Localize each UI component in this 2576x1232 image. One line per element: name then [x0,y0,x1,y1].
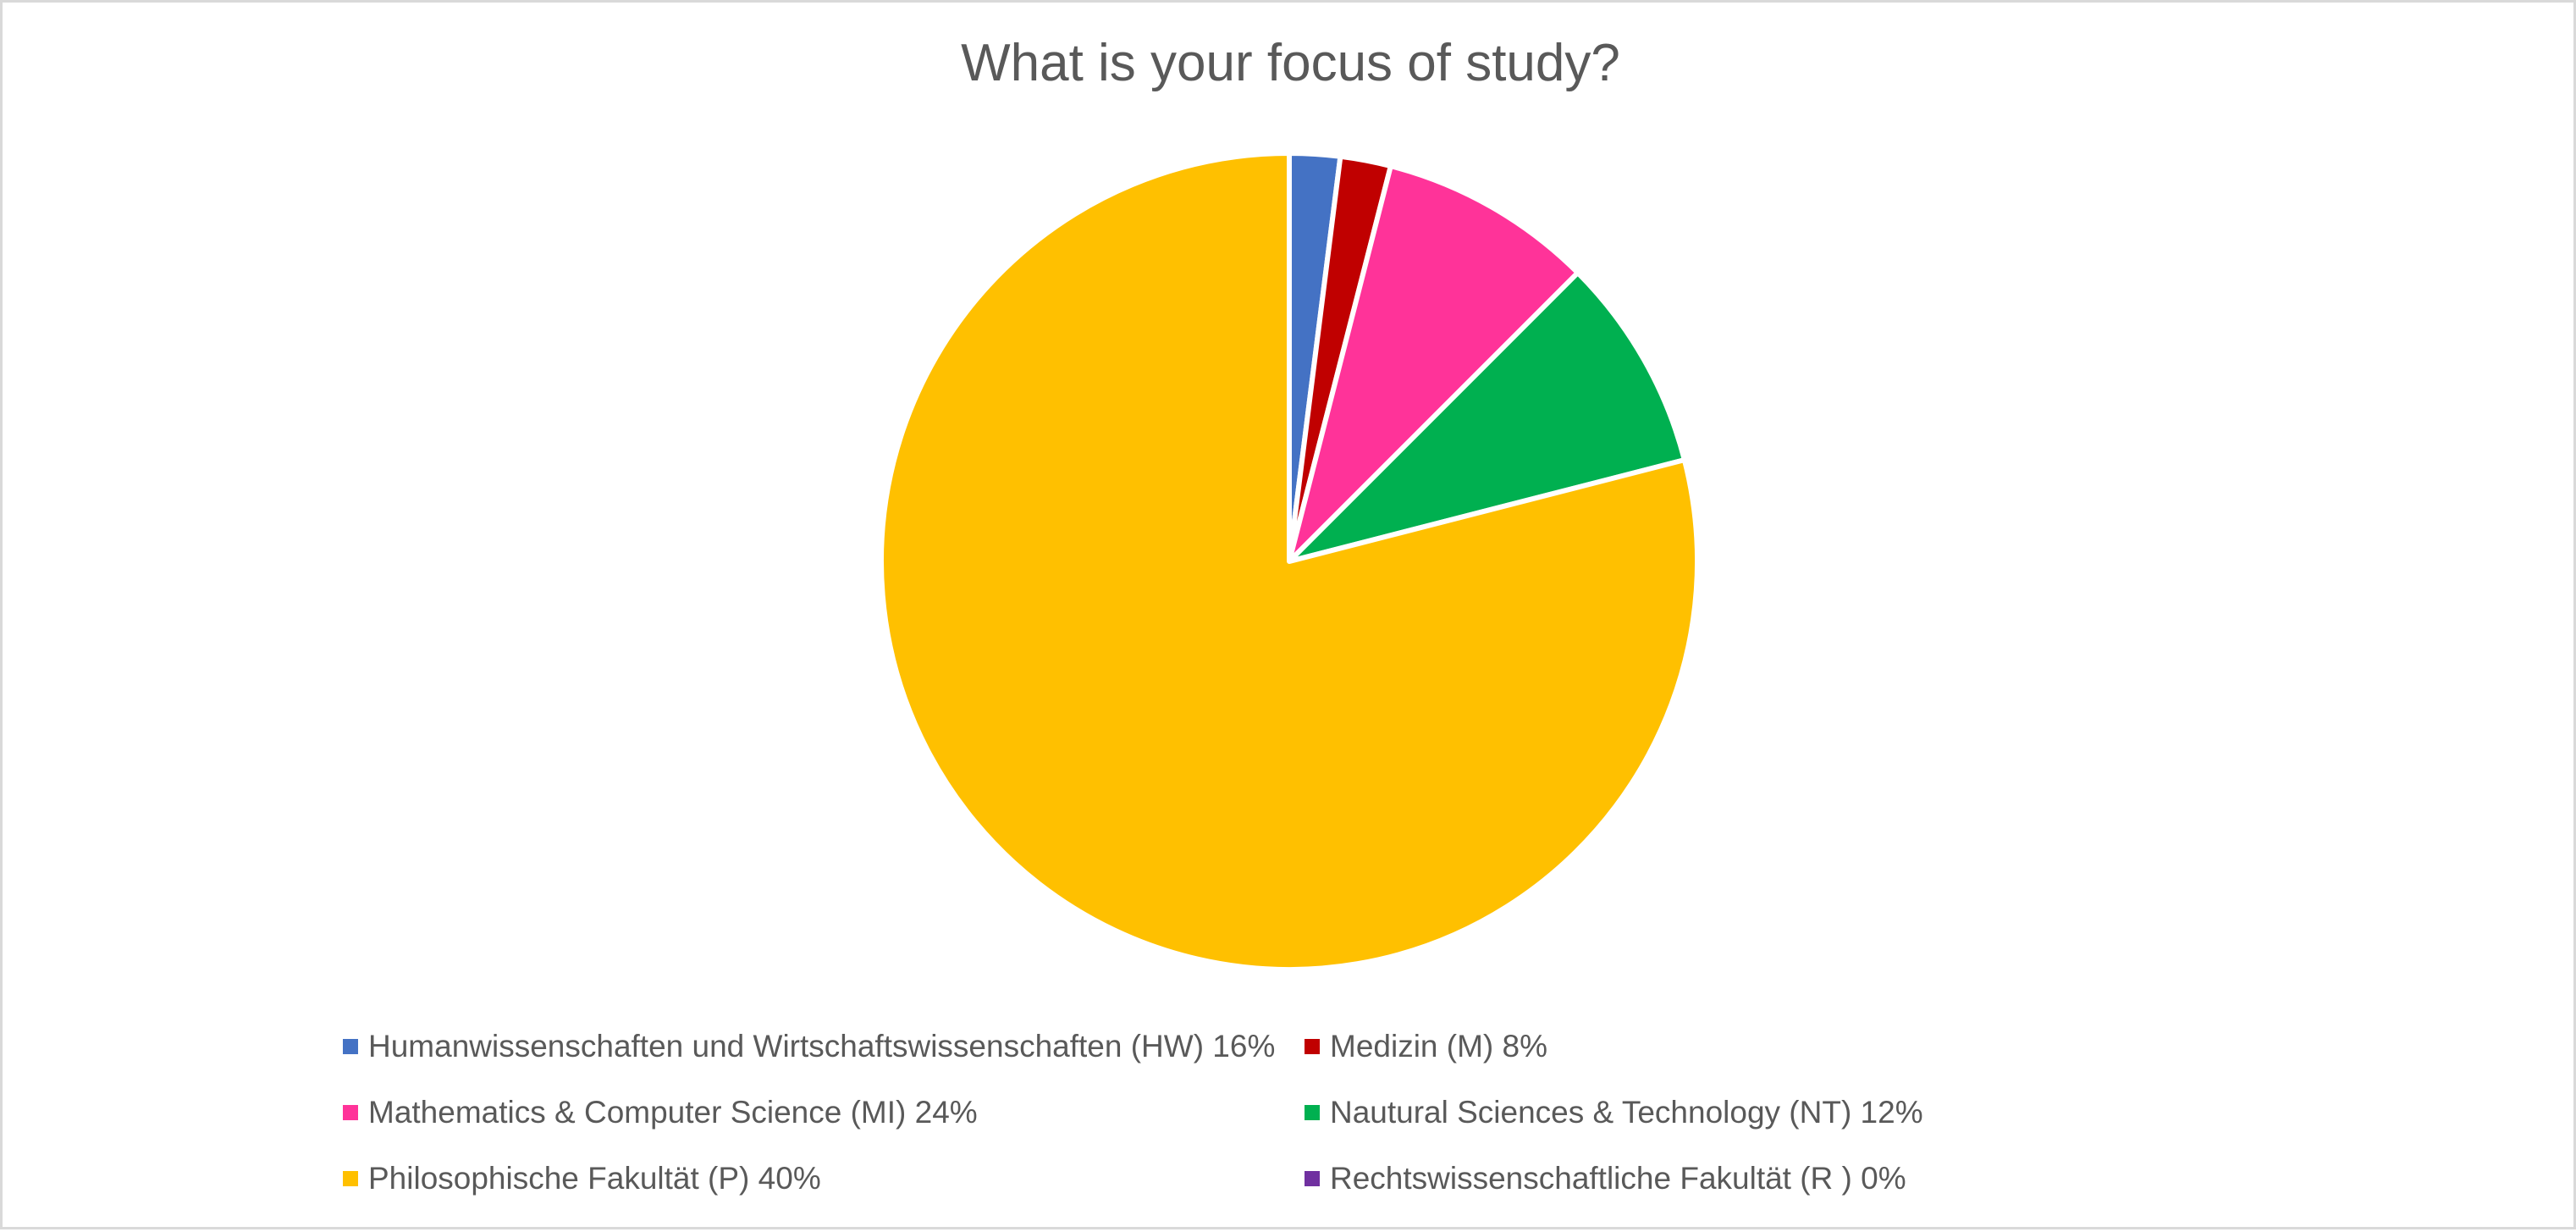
legend-item-5: Rechtswissenschaftliche Fakultät (R ) 0% [1305,1161,1906,1196]
legend-swatch-5 [1305,1171,1320,1186]
legend-swatch-3 [1305,1105,1320,1120]
legend-swatch-1 [1305,1039,1320,1054]
legend-item-4: Philosophische Fakultät (P) 40% [343,1161,821,1196]
pie-slice-2 [1287,163,1580,564]
legend-item-2: Mathematics & Computer Science (MI) 24% [343,1095,978,1130]
legend-swatch-2 [343,1105,358,1120]
legend-label-0: Humanwissenschaften und Wirtschaftswisse… [368,1029,1276,1063]
legend-label-2: Mathematics & Computer Science (MI) 24% [368,1095,978,1130]
legend-label-1: Medizin (M) 8% [1330,1029,1547,1063]
legend-item-1: Medizin (M) 8% [1305,1029,1547,1064]
pie-slice-3 [1287,270,1687,564]
legend-swatch-4 [343,1171,358,1186]
legend-swatch-0 [343,1039,358,1054]
legend-label-4: Philosophische Fakultät (P) 40% [368,1161,821,1196]
legend-item-3: Nautural Sciences & Technology (NT) 12% [1305,1095,1923,1130]
legend-label-3: Nautural Sciences & Technology (NT) 12% [1330,1095,1923,1130]
legend-item-0: Humanwissenschaften und Wirtschaftswisse… [343,1029,1275,1064]
pie-slice-4 [879,151,1700,972]
chart-title: What is your focus of study? [961,34,1620,92]
legend: Humanwissenschaften und Wirtschaftswisse… [3,3,2576,1232]
pie-chart [879,151,1700,972]
legend-label-5: Rechtswissenschaftliche Fakultät (R ) 0% [1330,1161,1906,1196]
